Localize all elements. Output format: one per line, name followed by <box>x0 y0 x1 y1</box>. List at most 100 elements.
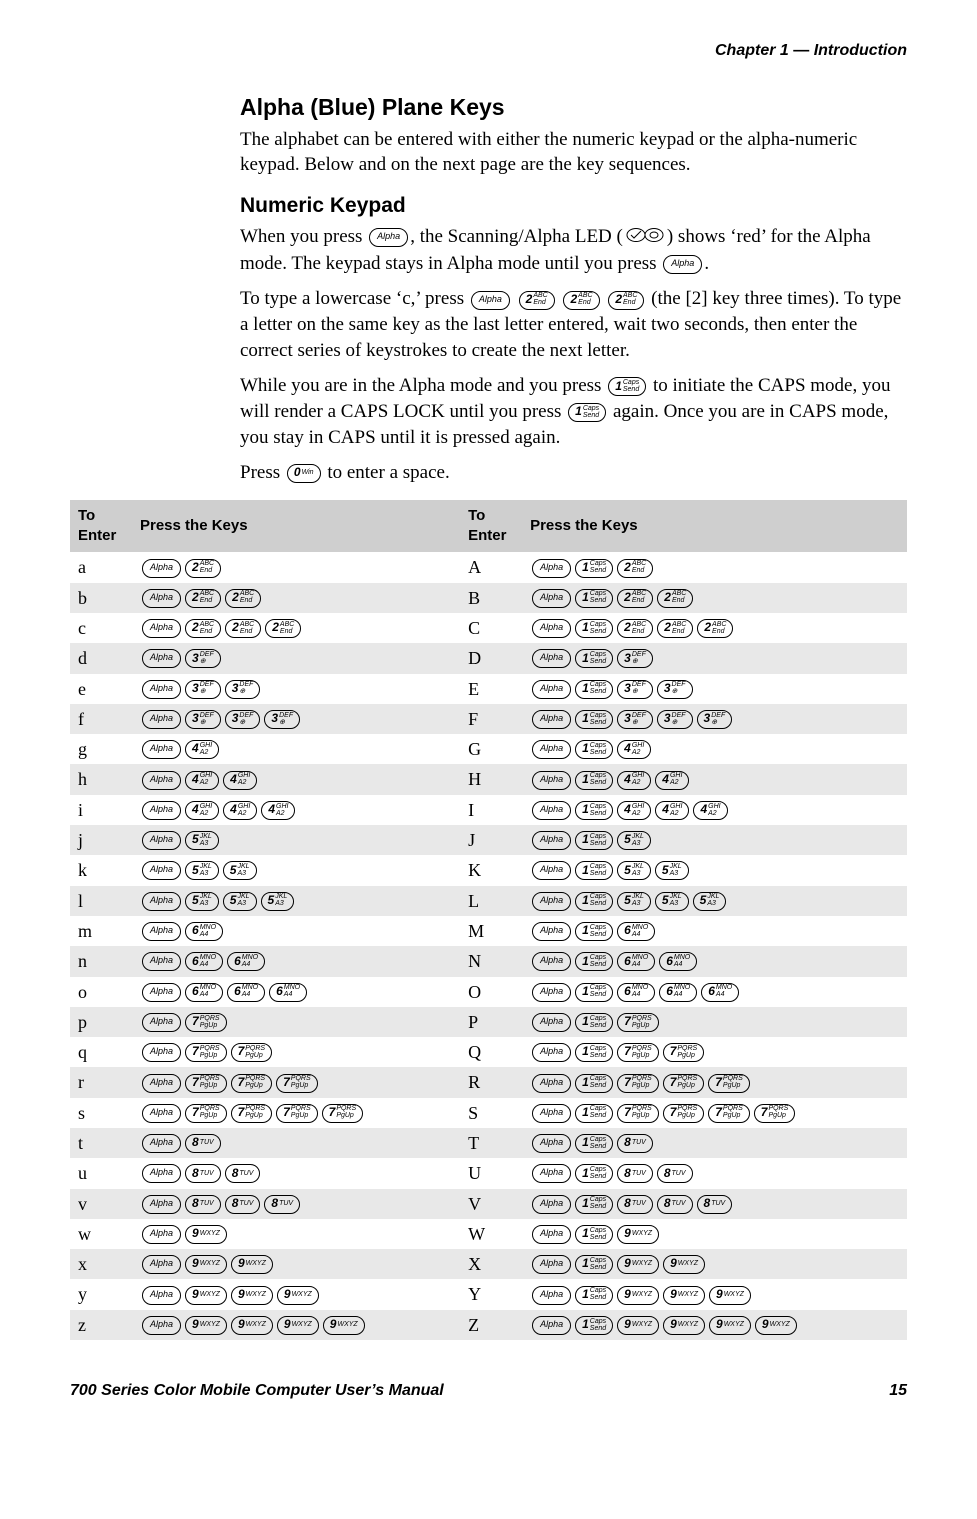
key-1-icon: 1CapsSend <box>575 1074 613 1093</box>
key-6-icon: 6MNOA4 <box>617 922 655 941</box>
table-row: mAlpha6MNOA4MAlpha1CapsSend6MNOA4 <box>70 916 907 946</box>
key-3-icon: 3DEF⊕ <box>185 710 221 729</box>
alpha-key-icon: Alpha <box>532 1255 571 1274</box>
keys-cell: Alpha1CapsSend7PQRSPgUp7PQRSPgUp7PQRSPgU… <box>522 1098 907 1128</box>
key-6-icon: 6MNOA4 <box>227 983 265 1002</box>
letter-cell: V <box>460 1189 522 1219</box>
alpha-key-icon: Alpha <box>142 740 181 759</box>
key-3-icon: 3DEF⊕ <box>697 710 733 729</box>
alpha-key-icon: Alpha <box>532 1134 571 1153</box>
key-9-icon: 9WXYZ <box>185 1286 227 1305</box>
alpha-key-icon: Alpha <box>532 861 571 880</box>
key-1-icon: 1CapsSend <box>575 1225 613 1244</box>
letter-cell: k <box>70 855 132 885</box>
keys-cell: Alpha7PQRSPgUp7PQRSPgUp7PQRSPgUp7PQRSPgU… <box>132 1098 460 1128</box>
alpha-key-icon: Alpha <box>142 892 181 911</box>
key-6-icon: 6MNOA4 <box>185 952 223 971</box>
letter-cell: O <box>460 977 522 1007</box>
keys-cell: Alpha9WXYZ9WXYZ9WXYZ9WXYZ <box>132 1310 460 1340</box>
key-5-icon: 5JKLA3 <box>185 861 219 880</box>
key-1-icon: 1CapsSend <box>575 710 613 729</box>
keys-cell: Alpha3DEF⊕3DEF⊕3DEF⊕ <box>132 704 460 734</box>
table-row: sAlpha7PQRSPgUp7PQRSPgUp7PQRSPgUp7PQRSPg… <box>70 1098 907 1128</box>
table-row: wAlpha9WXYZWAlpha1CapsSend9WXYZ <box>70 1219 907 1249</box>
keys-cell: Alpha8TUV8TUV <box>132 1158 460 1188</box>
keys-cell: Alpha1CapsSend4GHIA24GHIA24GHIA2 <box>522 795 907 825</box>
alpha-key-icon: Alpha <box>142 1164 181 1183</box>
keys-cell: Alpha2ABCEnd2ABCEnd <box>132 583 460 613</box>
alpha-key-icon: Alpha <box>369 228 408 247</box>
paragraph-3: To type a lowercase ‘c,’ press Alpha 2AB… <box>240 286 907 363</box>
key-5-icon: 5JKLA3 <box>693 892 727 911</box>
keys-cell: Alpha1CapsSend8TUV <box>522 1128 907 1158</box>
keys-cell: Alpha1CapsSend3DEF⊕3DEF⊕3DEF⊕ <box>522 704 907 734</box>
alpha-key-icon: Alpha <box>532 1316 571 1335</box>
letter-cell: r <box>70 1067 132 1097</box>
key-3-icon: 3DEF⊕ <box>617 680 653 699</box>
keys-cell: Alpha1CapsSend4GHIA24GHIA2 <box>522 764 907 794</box>
letter-cell: o <box>70 977 132 1007</box>
alpha-key-icon: Alpha <box>142 1074 181 1093</box>
letter-cell: N <box>460 946 522 976</box>
key-1-icon: 1CapsSend <box>575 649 613 668</box>
table-row: eAlpha3DEF⊕3DEF⊕EAlpha1CapsSend3DEF⊕3DEF… <box>70 674 907 704</box>
alpha-key-icon: Alpha <box>532 1013 571 1032</box>
table-row: hAlpha4GHIA24GHIA2HAlpha1CapsSend4GHIA24… <box>70 764 907 794</box>
keys-cell: Alpha9WXYZ9WXYZ <box>132 1249 460 1279</box>
key-9-icon: 9WXYZ <box>617 1316 659 1335</box>
key-1-icon: 1CapsSend <box>575 1316 613 1335</box>
key-2-icon: 2ABCEnd <box>185 619 221 638</box>
key-1-icon: 1CapsSend <box>575 1286 613 1305</box>
table-row: zAlpha9WXYZ9WXYZ9WXYZ9WXYZZAlpha1CapsSen… <box>70 1310 907 1340</box>
key-7-icon: 7PQRSPgUp <box>185 1074 227 1093</box>
alpha-key-icon: Alpha <box>663 255 702 274</box>
table-row: yAlpha9WXYZ9WXYZ9WXYZYAlpha1CapsSend9WXY… <box>70 1279 907 1309</box>
key-1-icon: 1CapsSend <box>575 801 613 820</box>
keys-cell: Alpha1CapsSend8TUV8TUV <box>522 1158 907 1188</box>
keys-cell: Alpha7PQRSPgUp7PQRSPgUp <box>132 1037 460 1067</box>
letter-cell: R <box>460 1067 522 1097</box>
key-8-icon: 8TUV <box>657 1164 693 1183</box>
key-3-icon: 3DEF⊕ <box>264 710 300 729</box>
keys-cell: Alpha6MNOA4 <box>132 916 460 946</box>
keys-cell: Alpha5JKLA35JKLA3 <box>132 855 460 885</box>
key-8-icon: 8TUV <box>225 1164 261 1183</box>
running-header: Chapter 1 — Introduction <box>70 40 907 62</box>
letter-cell: f <box>70 704 132 734</box>
key-6-icon: 6MNOA4 <box>701 983 739 1002</box>
table-row: aAlpha2ABCEndAAlpha1CapsSend2ABCEnd <box>70 552 907 582</box>
keys-cell: Alpha1CapsSend3DEF⊕ <box>522 643 907 673</box>
letter-cell: a <box>70 552 132 582</box>
table-row: qAlpha7PQRSPgUp7PQRSPgUpQAlpha1CapsSend7… <box>70 1037 907 1067</box>
alpha-key-icon: Alpha <box>532 922 571 941</box>
key-1-icon: 1CapsSend <box>608 377 646 396</box>
keys-cell: Alpha1CapsSend2ABCEnd <box>522 552 907 582</box>
key-8-icon: 8TUV <box>617 1164 653 1183</box>
letter-cell: J <box>460 825 522 855</box>
key-6-icon: 6MNOA4 <box>185 983 223 1002</box>
keys-cell: Alpha1CapsSend6MNOA46MNOA46MNOA4 <box>522 977 907 1007</box>
alpha-key-icon: Alpha <box>142 771 181 790</box>
alpha-key-icon: Alpha <box>532 1104 571 1123</box>
alpha-key-icon: Alpha <box>142 589 181 608</box>
keys-cell: Alpha5JKLA3 <box>132 825 460 855</box>
keys-cell: Alpha1CapsSend5JKLA3 <box>522 825 907 855</box>
key-6-icon: 6MNOA4 <box>269 983 307 1002</box>
keys-cell: Alpha1CapsSend7PQRSPgUp <box>522 1007 907 1037</box>
keys-cell: Alpha3DEF⊕ <box>132 643 460 673</box>
alpha-key-icon: Alpha <box>532 589 571 608</box>
alpha-key-icon: Alpha <box>142 831 181 850</box>
alpha-key-icon: Alpha <box>142 680 181 699</box>
alpha-key-icon: Alpha <box>142 922 181 941</box>
key-8-icon: 8TUV <box>185 1195 221 1214</box>
letter-cell: U <box>460 1158 522 1188</box>
intro-paragraph: The alphabet can be entered with either … <box>240 127 907 178</box>
key-5-icon: 5JKLA3 <box>185 892 219 911</box>
alpha-key-icon: Alpha <box>142 1134 181 1153</box>
keys-cell: Alpha4GHIA2 <box>132 734 460 764</box>
alpha-key-icon: Alpha <box>142 619 181 638</box>
table-row: rAlpha7PQRSPgUp7PQRSPgUp7PQRSPgUpRAlpha1… <box>70 1067 907 1097</box>
key-7-icon: 7PQRSPgUp <box>708 1074 750 1093</box>
letter-cell: H <box>460 764 522 794</box>
letter-cell: Q <box>460 1037 522 1067</box>
